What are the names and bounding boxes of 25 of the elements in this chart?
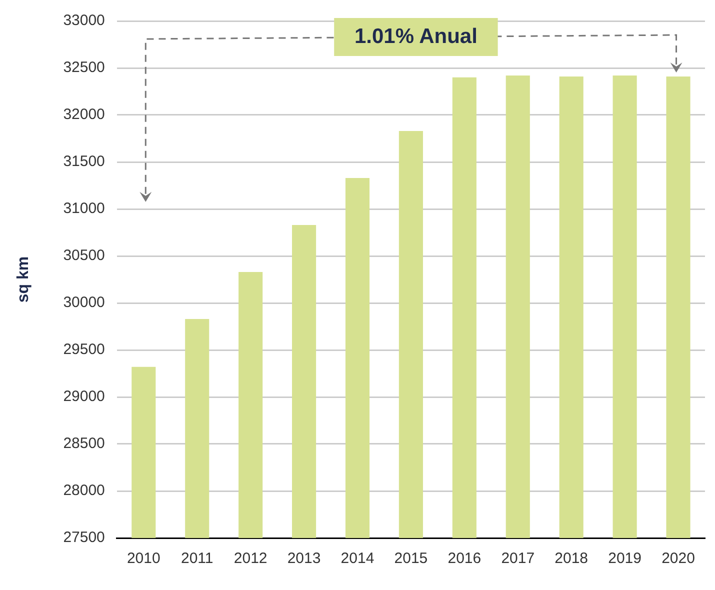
x-tick-label: 2016 [448,550,482,568]
y-tick-label: 29000 [63,388,105,406]
y-tick-label: 28000 [63,482,105,500]
x-tick-label: 2015 [394,550,428,568]
y-tick-label: 30500 [63,247,105,264]
x-tick-label: 2014 [340,550,374,568]
y-tick-label: 31500 [63,153,105,170]
y-tick-label: 27500 [63,529,105,546]
y-tick-label: 28500 [63,435,105,452]
y-tick-label: 30000 [63,294,105,312]
annotation: 1.01% Anual [354,24,478,48]
x-tick-label: 2018 [554,550,588,568]
y-tick-label: 32000 [63,106,105,124]
x-tick-label: 2019 [608,550,642,568]
x-tick-label: 2010 [126,550,160,568]
y-tick-label: 29500 [63,341,105,358]
x-tick-label: 2013 [287,550,321,568]
y-tick-label: 31000 [63,200,105,218]
x-tick-label: 2012 [234,550,268,568]
x-tick-label: 2017 [501,550,535,568]
x-tick-label: 2011 [180,550,214,568]
y-tick-label: 32500 [63,59,105,76]
x-tick-label: 2020 [662,550,695,568]
y-tick-label: 33000 [63,12,105,30]
y-axis-title: sq km [15,256,32,303]
